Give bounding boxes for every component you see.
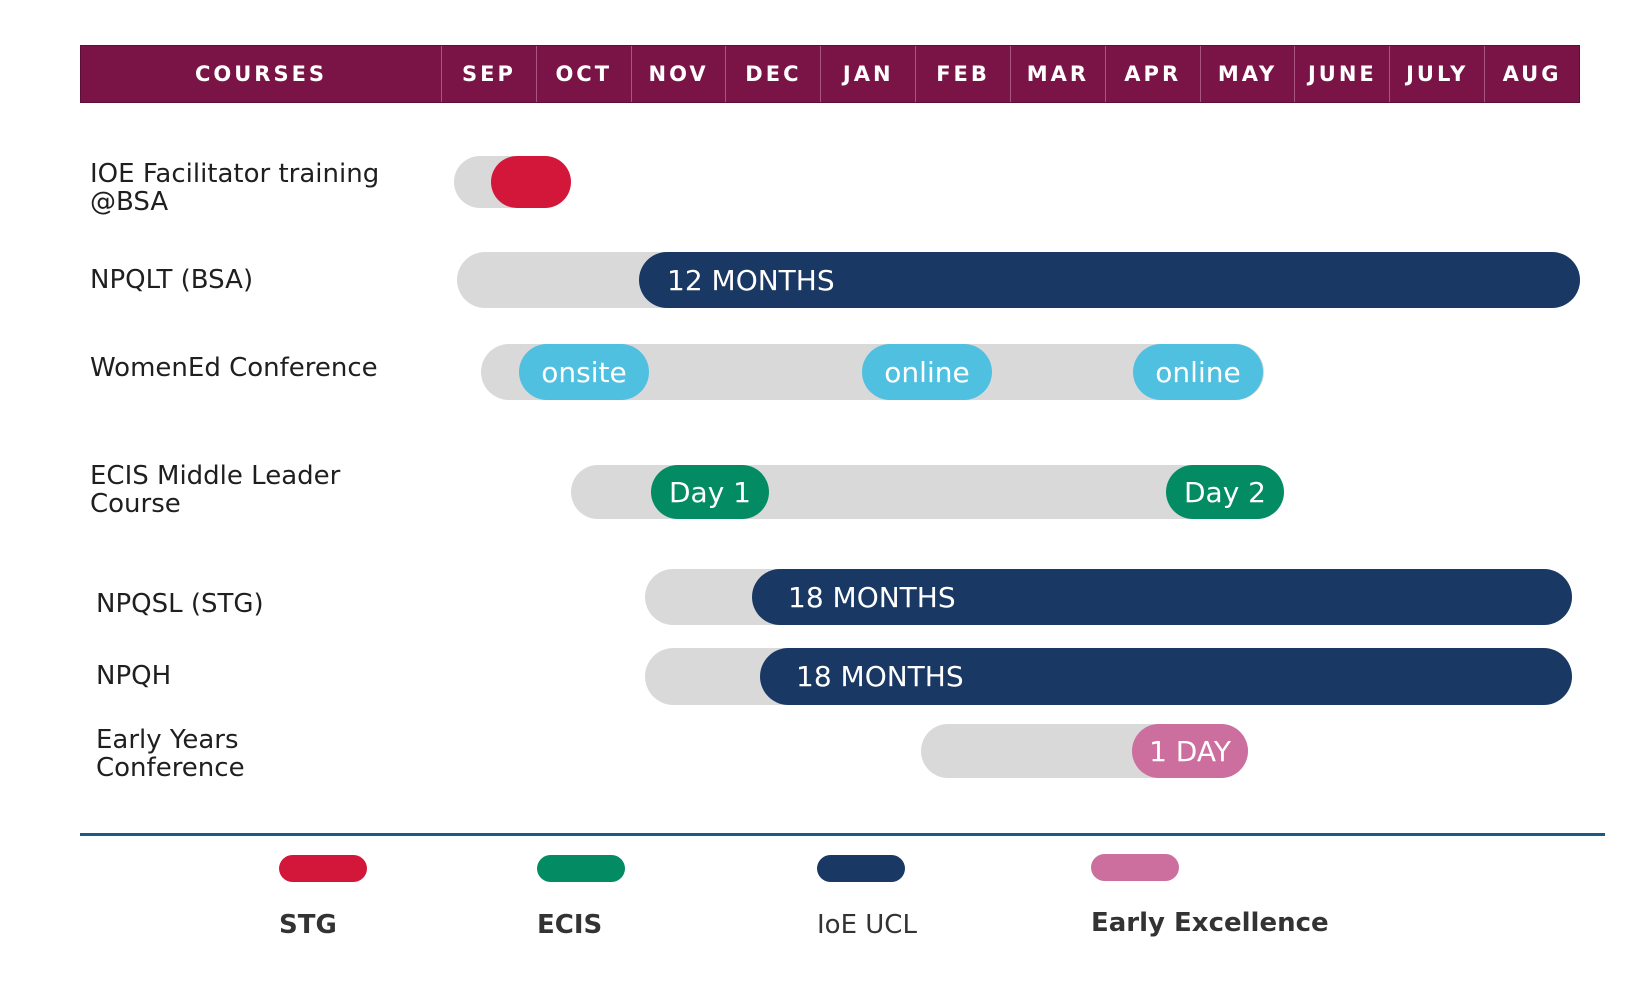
course-label-early-years: Early Years Conference <box>96 725 245 783</box>
duration-bar-npqh: 18 MONTHS <box>760 648 1572 705</box>
header-month-feb: FEB <box>915 46 1010 102</box>
timeline-header: COURSES SEP OCT NOV DEC JAN FEB MAR APR … <box>80 45 1580 103</box>
legend-swatch-early-excellence <box>1091 854 1179 881</box>
header-month-oct: OCT <box>535 46 631 102</box>
header-month-jan: JAN <box>820 46 915 102</box>
course-label-npqsl: NPQSL (STG) <box>96 589 264 619</box>
header-month-mar: MAR <box>1009 46 1105 102</box>
duration-bar-npqsl: 18 MONTHS <box>752 569 1572 625</box>
legend-label-early-excellence: Early Excellence <box>1091 908 1329 938</box>
online-pill-2: online <box>1133 344 1263 400</box>
header-month-june: JUNE <box>1294 46 1389 102</box>
legend-label-ecis: ECIS <box>537 910 603 940</box>
header-month-apr: APR <box>1104 46 1200 102</box>
stg-bar <box>491 156 571 208</box>
course-label-ecis-middle-leader: ECIS Middle Leader Course <box>90 461 341 519</box>
legend-swatch-ecis <box>537 855 625 882</box>
early-excellence-pill: 1 DAY <box>1132 724 1248 778</box>
header-month-sep: SEP <box>441 46 536 102</box>
course-label-npqlt: NPQLT (BSA) <box>90 265 254 295</box>
header-month-dec: DEC <box>725 46 820 102</box>
course-label-womened: WomenEd Conference <box>90 353 378 383</box>
course-label-npqh: NPQH <box>96 661 172 691</box>
ecis-day1-pill: Day 1 <box>651 465 769 519</box>
legend-swatch-stg <box>279 855 367 882</box>
header-courses: COURSES <box>194 62 328 86</box>
onsite-pill: onsite <box>519 344 649 400</box>
header-month-nov: NOV <box>630 46 726 102</box>
header-month-july: JULY <box>1389 46 1484 102</box>
legend-divider <box>80 833 1605 836</box>
duration-bar-npqlt: 12 MONTHS <box>639 252 1580 308</box>
header-month-aug: AUG <box>1484 46 1579 102</box>
course-label-ioe-facilitator: IOE Facilitator training @BSA <box>90 159 380 217</box>
legend-swatch-ioe-ucl <box>817 855 905 882</box>
header-month-may: MAY <box>1199 46 1295 102</box>
legend-label-ioe-ucl: IoE UCL <box>817 910 917 940</box>
ecis-day2-pill: Day 2 <box>1166 465 1284 519</box>
online-pill-1: online <box>862 344 992 400</box>
legend-label-stg: STG <box>279 910 337 940</box>
